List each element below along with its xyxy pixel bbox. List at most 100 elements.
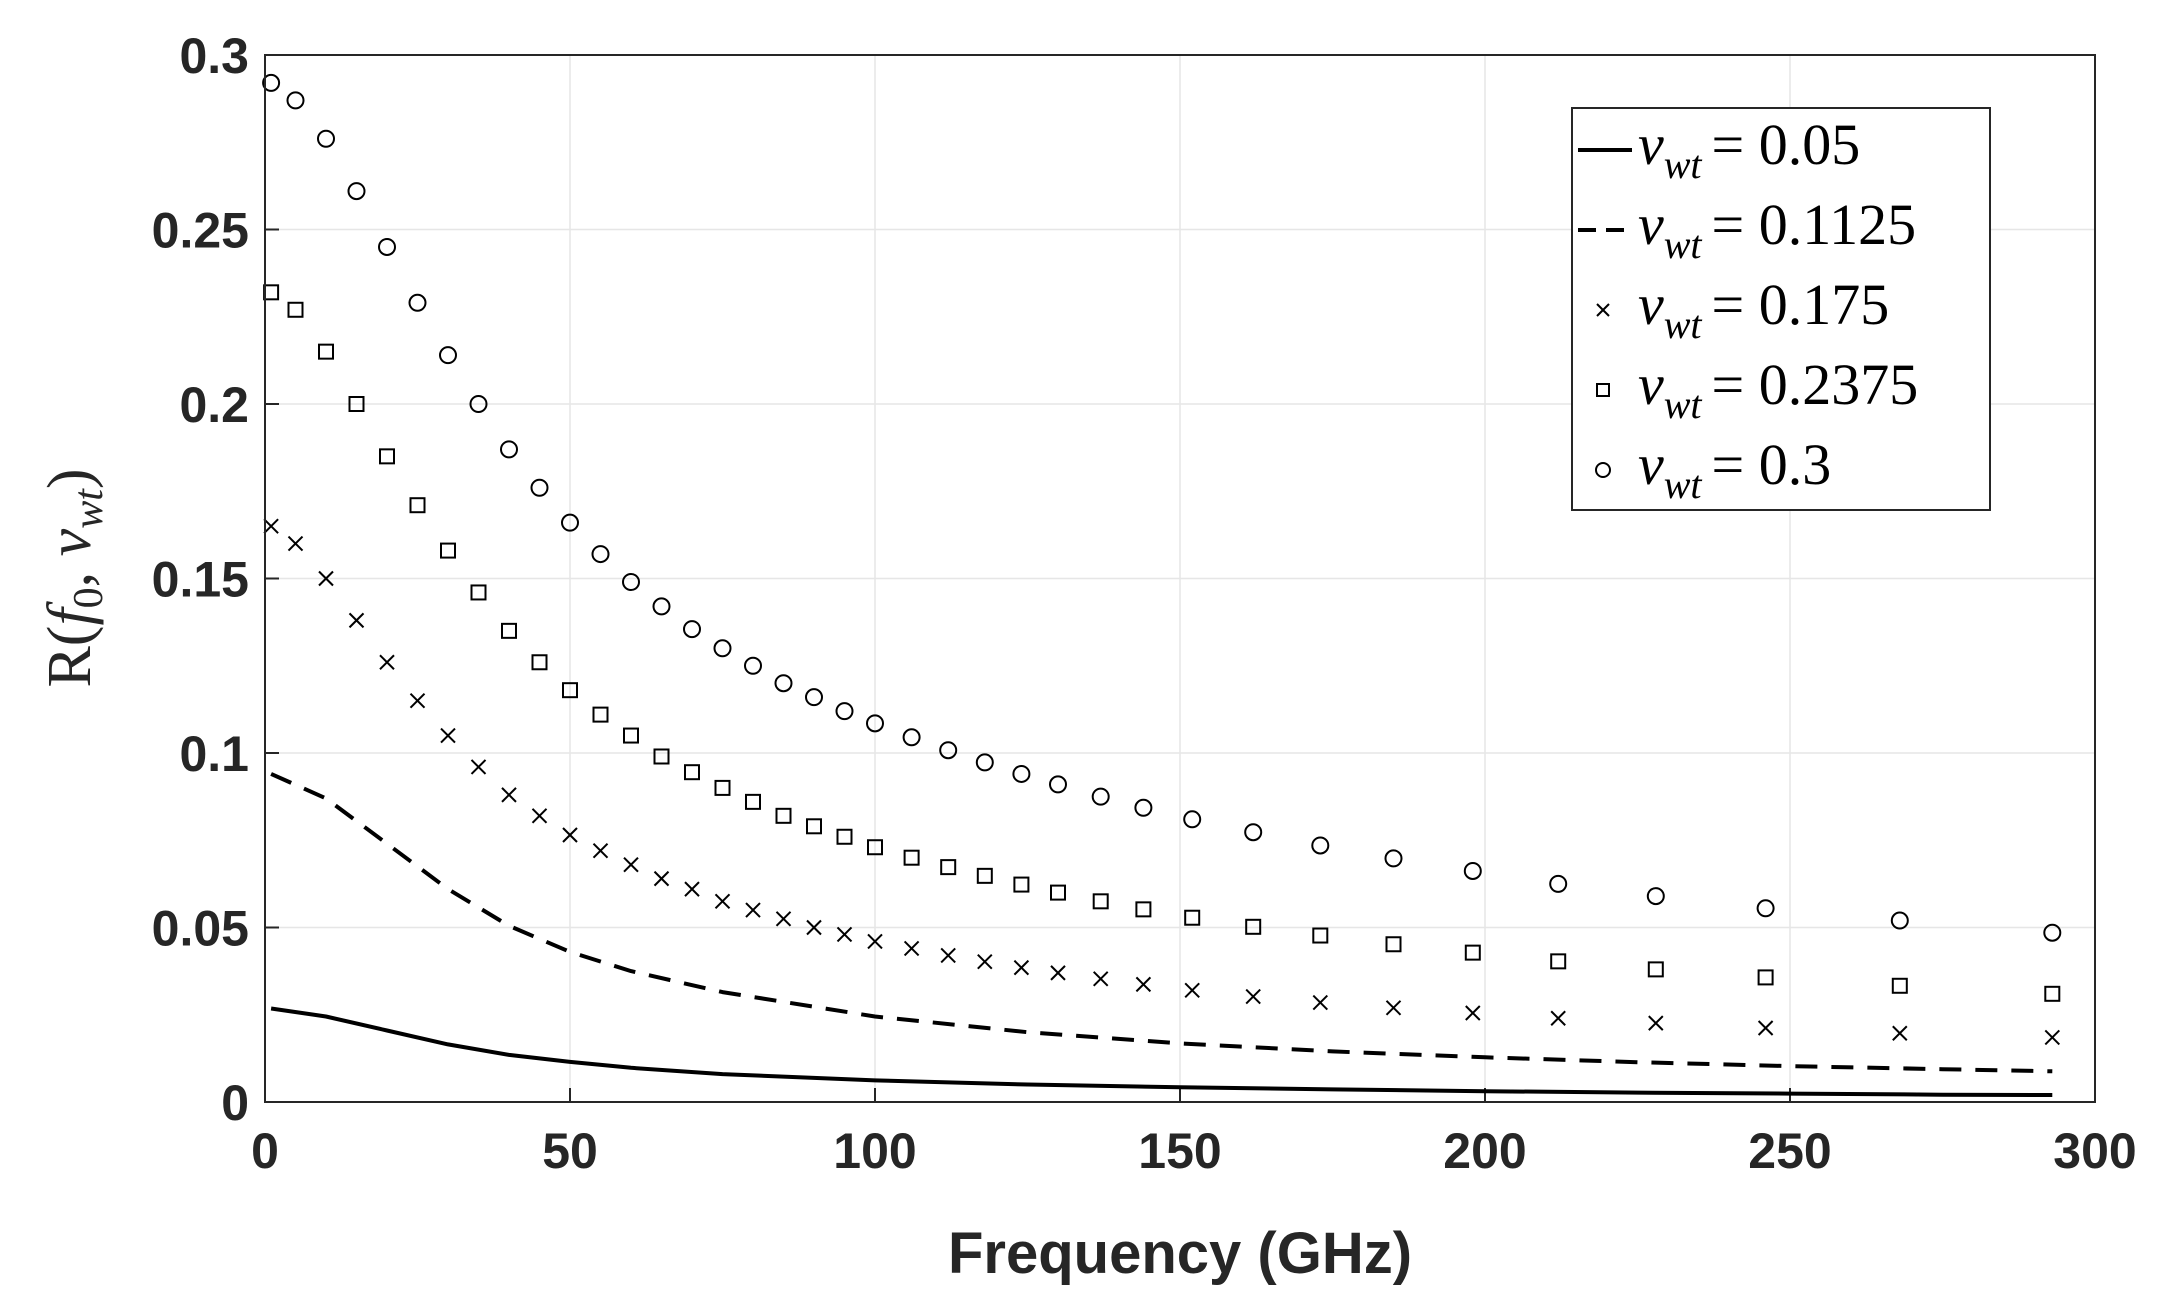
- x-tick-label: 250: [1748, 1123, 1831, 1179]
- x-tick-label: 200: [1443, 1123, 1526, 1179]
- square-marker-point: [867, 839, 883, 856]
- y-tick-label: 0.1: [179, 726, 249, 782]
- legend-label-4: vwt = 0.3: [1638, 432, 1831, 507]
- x-axis-label: Frequency (GHz): [948, 1221, 1412, 1286]
- x-marker-point: [836, 926, 853, 943]
- square-marker-point: [1550, 953, 1567, 970]
- square-marker-point: [1135, 901, 1152, 918]
- circle-marker-point: [1756, 899, 1775, 918]
- y-tick-labels: 0 0.05 0.1 0.15 0.2 0.25 0.3: [152, 28, 249, 1131]
- circle-marker-point: [1384, 849, 1403, 868]
- series-line: [270, 772, 2053, 1074]
- square-marker-point: [903, 849, 920, 866]
- square-marker-point: [1050, 884, 1066, 901]
- circle-marker-point: [975, 753, 994, 772]
- x-marker-point: [977, 953, 993, 970]
- x-marker-point: [714, 893, 731, 910]
- x-marker-point: [2044, 1029, 2061, 1046]
- square-marker-point: [1891, 977, 1908, 994]
- y-axis-label-close: ): [36, 468, 104, 489]
- legend-swatches: [1578, 148, 1632, 478]
- circle-marker-point: [286, 91, 305, 110]
- series-3: [263, 284, 2061, 1002]
- circle-marker-point: [939, 741, 958, 760]
- x-tick-label: 50: [542, 1123, 598, 1179]
- circle-marker-point: [378, 237, 396, 256]
- x-marker-point: [562, 827, 578, 843]
- y-tick-label: 0.3: [179, 28, 249, 84]
- plot-area: [262, 73, 2062, 1097]
- x-marker-point: [440, 727, 456, 744]
- x-marker-point: [1013, 959, 1030, 976]
- circle-marker-point: [317, 129, 335, 148]
- y-axis-label-r: R(: [36, 626, 104, 688]
- x-marker-point: [263, 518, 279, 534]
- square-marker-point: [1013, 876, 1030, 893]
- square-marker-point: [1596, 383, 1610, 397]
- circle-marker-point: [1463, 861, 1482, 880]
- circle-marker-point: [561, 513, 579, 532]
- x-marker-point: [684, 881, 700, 897]
- square-marker-point: [1245, 918, 1262, 935]
- circle-marker-point: [408, 293, 427, 312]
- x-marker-point: [379, 654, 395, 670]
- x-marker-point: [1596, 303, 1610, 317]
- x-marker-point: [806, 919, 822, 936]
- circle-marker-point: [530, 478, 549, 497]
- square-marker-point: [318, 343, 334, 360]
- square-marker-point: [287, 301, 304, 318]
- square-marker-point: [531, 654, 548, 671]
- x-marker-point: [287, 535, 304, 552]
- x-marker-point: [1465, 1005, 1481, 1021]
- x-marker-point: [501, 787, 517, 803]
- circle-marker-point: [1311, 836, 1330, 855]
- circle-marker-point: [347, 182, 366, 201]
- square-marker-point: [653, 748, 670, 765]
- x-marker-point: [940, 947, 956, 964]
- x-marker-point: [745, 902, 761, 918]
- circle-marker-point: [1049, 775, 1067, 794]
- circle-marker-point: [1549, 874, 1568, 893]
- x-marker-point: [903, 940, 920, 957]
- circle-marker-point: [835, 702, 854, 721]
- square-marker-point: [1385, 936, 1402, 953]
- circle-marker-point: [866, 714, 884, 733]
- legend-label-1: vwt = 0.1125: [1638, 192, 1916, 267]
- circle-marker-point: [591, 545, 610, 564]
- y-tick-label: 0.2: [179, 377, 249, 433]
- circle-marker-point: [469, 395, 488, 413]
- circle-marker-point: [1646, 887, 1665, 906]
- series-1: [270, 772, 2053, 1074]
- series-line: [270, 1006, 2053, 1097]
- circle-marker-point: [1091, 787, 1110, 806]
- square-marker-point: [976, 867, 993, 884]
- circle-marker-point: [262, 73, 281, 92]
- y-tick-label: 0.25: [152, 203, 249, 259]
- x-marker-point: [1312, 994, 1329, 1011]
- series-2: [263, 518, 2061, 1046]
- circle-marker-point: [500, 440, 518, 459]
- x-marker-point: [1892, 1025, 1908, 1041]
- x-marker-point: [470, 759, 487, 775]
- y-axis-label-v: v: [36, 528, 104, 556]
- square-marker-point: [263, 284, 280, 301]
- x-marker-point: [1648, 1015, 1664, 1031]
- circle-marker-point: [1244, 823, 1263, 842]
- circle-marker-point: [2043, 923, 2062, 942]
- legend: vwt = 0.05 vwt = 0.1125 vwt = 0.175 vwt = 0.…: [1571, 107, 1991, 511]
- y-axis-label-v-sub: wt: [66, 488, 112, 529]
- square-marker-point: [775, 807, 792, 824]
- circle-marker-point: [439, 346, 457, 365]
- square-marker-point: [379, 448, 395, 465]
- square-marker-point: [806, 818, 822, 835]
- square-marker-point: [940, 859, 957, 876]
- x-tick-label: 300: [2053, 1123, 2136, 1179]
- square-marker-point: [1092, 893, 1109, 910]
- square-marker-point: [1647, 961, 1664, 978]
- y-axis-label-comma: ,: [36, 556, 104, 587]
- x-marker-point: [1245, 988, 1261, 1005]
- square-marker-point: [1312, 927, 1329, 944]
- circle-marker-point: [652, 597, 671, 616]
- circle-marker-point: [713, 639, 732, 658]
- legend-label-3: vwt = 0.2375: [1638, 352, 1918, 427]
